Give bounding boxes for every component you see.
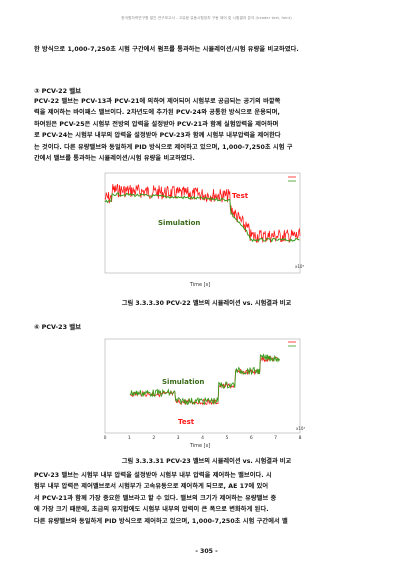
figure-1-caption: 그림 3.3.3.30 PCV-22 밸브의 시뮬레이션 vs. 시험결과 비교 — [121, 300, 292, 307]
section-3-line: 로 PCV-24는 시험부 내부의 압력을 설정받아 PCV-23과 함께 시험… — [34, 132, 281, 140]
x-tick-label: 8 — [299, 435, 302, 441]
plot-frame — [104, 338, 301, 434]
x-tick-labels: 0 1 2 3 4 5 6 7 8 — [104, 435, 302, 441]
plot-frame — [104, 172, 301, 274]
simulation-series-line — [104, 192, 300, 243]
figure-2-caption: 그림 3.3.3.31 PCV-23 밸브의 시뮬레이션 vs. 시험결과 비교 — [121, 458, 292, 465]
figure-1-chart: Test Simulation x10³ Time [s] — [104, 172, 304, 288]
section-3-title: ③ PCV-22 밸브 — [34, 87, 82, 95]
page-number: - 305 - — [195, 548, 218, 555]
closing-line: 험부 내부 압력은 제어밸브로서 시험부가 고속유동으로 제어하게 되므로, A… — [34, 483, 269, 491]
section-3-line: PCV-22 밸브는 PCV-13과 PCV-21에 의하여 제어되어 시험부로… — [34, 98, 281, 105]
test-label: Test — [178, 418, 195, 426]
simulation-label: Simulation — [158, 219, 200, 227]
section-3-body: PCV-22 밸브는 PCV-13과 PCV-21에 의하여 제어되어 시험부로… — [34, 96, 376, 164]
x-axis-label: Time [s] — [189, 443, 210, 449]
section-3-line: 력을 제어하는 바이패스 밸브이다. 2차년도에 추가된 PCV-24와 공통한… — [34, 109, 280, 117]
closing-line: PCV-23 밸브는 시험부 내부 압력을 설정받아 시험부 내부 압력을 제어… — [34, 472, 272, 479]
section-4-title: ④ PCV-23 밸브 — [34, 323, 82, 331]
x-tick-label: 6 — [250, 435, 253, 441]
x-tick-label: 3 — [177, 435, 180, 441]
intro-paragraph: 한 방식으로 1,000-7,250초 시험 구간에서 펌프를 통과하는 시뮬레… — [34, 44, 376, 55]
x-axis-label: Time [s] — [189, 282, 210, 288]
x-tick-label: 1 — [128, 435, 131, 441]
closing-line: 다른 유량밸브와 동일하게 PID 방식으로 제어하고 있으며, 1,000-7… — [34, 517, 288, 525]
closing-body: PCV-23 밸브는 시험부 내부 압력을 설정받아 시험부 내부 압력을 제어… — [34, 470, 376, 527]
section-3-line: 간에서 밸브를 통과하는 시뮬레이션/시험 유량을 비교하였다. — [34, 155, 195, 163]
closing-line: 서 PCV-21과 함께 가장 중요한 밸브라고 할 수 있다. 밸브의 크기가… — [34, 494, 277, 502]
x-tick-label: 0 — [104, 435, 107, 441]
simulation-series-line — [129, 352, 281, 406]
test-series-line — [104, 183, 301, 244]
intro-text: 한 방식으로 1,000-7,250초 시험 구간에서 펌프를 통과하는 시뮬레… — [34, 46, 299, 53]
x-exponent: x10³ — [295, 264, 304, 269]
x-tick-label: 7 — [274, 435, 277, 441]
page-header: 한국원자력연구원 발간 연구보고서 - 고유량 유동시험장치 구동 제어 및 시… — [121, 16, 292, 20]
section-3-line: 하여된은 PCV-25은 시험부 전방의 압력을 설정받아 PCV-21과 함께… — [34, 120, 279, 128]
x-tick-label: 2 — [152, 435, 155, 441]
section-3-line: 는 것이다. 다른 유량밸브와 동일하게 PID 방식으로 제어하고 있으며, … — [34, 143, 293, 151]
test-label: Test — [232, 192, 249, 200]
x-tick-label: 4 — [201, 435, 204, 441]
x-exponent: x10³ — [296, 426, 305, 431]
x-tick-label: 5 — [225, 435, 228, 441]
figure-2-chart: Simulation Test 0 1 2 3 4 5 6 7 8 x10³ Time [s] — [104, 338, 305, 449]
simulation-label: Simulation — [162, 378, 204, 386]
closing-line: 에 가장 크기 때문에, 초급의 유지합에도 시험부 내부의 압력이 큰 폭으로… — [34, 506, 269, 514]
